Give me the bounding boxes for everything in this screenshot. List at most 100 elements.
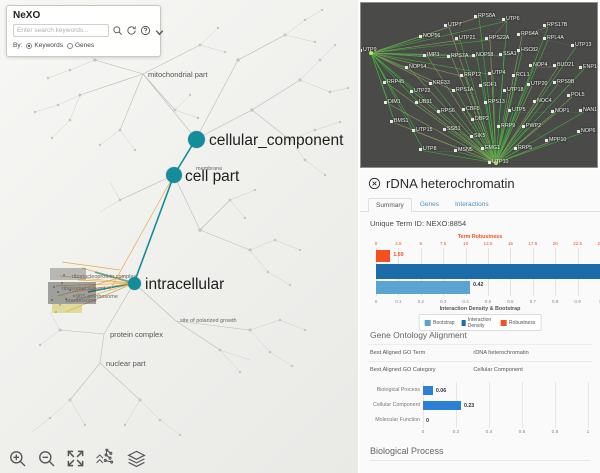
gene-node[interactable] <box>499 53 502 56</box>
gene-node[interactable] <box>503 89 506 92</box>
gene-node[interactable] <box>553 81 556 84</box>
term-detail-panel[interactable]: rDNA heterochromatin Summary Genes Inter… <box>360 170 600 473</box>
gene-node[interactable] <box>571 44 574 47</box>
search-panel[interactable]: NeXO <box>6 5 164 57</box>
tab-interactions[interactable]: Interactions <box>454 201 489 208</box>
gene-node[interactable] <box>454 149 457 152</box>
gene-node[interactable] <box>508 109 511 112</box>
gene-node[interactable] <box>567 94 570 97</box>
gene-node[interactable] <box>423 54 426 57</box>
tab-genes[interactable]: Genes <box>419 201 439 208</box>
tree-node-intracellular[interactable] <box>128 277 141 290</box>
gene-node[interactable] <box>517 33 520 36</box>
tree-node-cell-part[interactable] <box>166 167 182 183</box>
gene-node[interactable] <box>455 37 458 40</box>
gene-node[interactable] <box>577 130 580 133</box>
gene-node[interactable] <box>474 15 477 18</box>
chart-legend[interactable]: Bootstrap Interaction Density Robustness <box>418 314 542 331</box>
radio-keywords-dot[interactable] <box>26 42 33 49</box>
radio-genes[interactable]: Genes <box>66 42 94 49</box>
gene-node[interactable] <box>579 109 582 112</box>
gene-node[interactable] <box>481 147 484 150</box>
go-gridline <box>555 382 556 428</box>
legend-label-bootstrap: Bootstrap <box>433 319 455 326</box>
gene-node[interactable] <box>527 83 530 86</box>
network-hub-utp9[interactable] <box>369 51 373 55</box>
gene-node[interactable] <box>533 100 536 103</box>
gene-node[interactable] <box>447 55 450 58</box>
gene-node[interactable] <box>488 161 491 164</box>
gene-node[interactable] <box>517 49 520 52</box>
gene-node[interactable] <box>419 148 422 151</box>
robustness-tick: 7.5 <box>439 241 447 246</box>
gene-network-graph[interactable] <box>361 3 598 168</box>
gene-node[interactable] <box>419 35 422 38</box>
gene-node[interactable] <box>415 101 418 104</box>
gene-node[interactable] <box>471 118 474 121</box>
fit-to-screen-button[interactable] <box>66 449 85 468</box>
gene-node[interactable] <box>553 64 556 67</box>
gene-node[interactable] <box>529 64 532 67</box>
tree-node-cellular-component[interactable] <box>188 131 205 148</box>
tab-summary[interactable]: Summary <box>368 198 412 212</box>
gene-node[interactable] <box>579 66 582 69</box>
refresh-icon[interactable] <box>126 25 137 36</box>
gene-node[interactable] <box>543 37 546 40</box>
zoom-in-button[interactable] <box>8 449 27 468</box>
gene-node[interactable] <box>460 74 463 77</box>
gene-node[interactable] <box>410 90 413 93</box>
collapse-button[interactable] <box>95 447 117 469</box>
gene-network-panel[interactable]: UTP9 RPS8A UTP6 UTP7 RPS17B NOP56 UTP21 RPS22A R… <box>360 2 598 168</box>
gene-node[interactable] <box>462 108 465 111</box>
zoom-out-button[interactable] <box>37 449 56 468</box>
gene-node[interactable] <box>412 129 415 132</box>
legend-robustness[interactable]: Robustness <box>500 319 535 326</box>
hierarchy-tree-view[interactable]: cellular_component cell part intracellul… <box>0 0 358 473</box>
gene-node[interactable] <box>470 135 473 138</box>
search-input[interactable] <box>13 24 109 37</box>
chevron-down-icon[interactable] <box>154 27 164 36</box>
detail-tabs[interactable]: Summary Genes Interactions <box>360 193 600 212</box>
gene-node[interactable] <box>543 24 546 27</box>
gene-node[interactable] <box>484 101 487 104</box>
gene-node[interactable] <box>383 81 386 84</box>
robustness-tick: 10 <box>463 241 469 246</box>
view-toolbar[interactable] <box>0 443 358 473</box>
gene-node[interactable] <box>502 18 505 21</box>
bar-robustness <box>376 250 391 262</box>
tree-graph[interactable] <box>0 0 358 473</box>
gene-node[interactable] <box>390 120 393 123</box>
go-key-category: Best Aligned GO Category <box>370 367 436 373</box>
gene-node[interactable] <box>479 84 482 87</box>
gene-node[interactable] <box>429 82 432 85</box>
network-hub-utp10[interactable] <box>494 161 498 165</box>
gene-node[interactable] <box>443 128 446 131</box>
density-tick: 0.6 <box>507 299 514 304</box>
gene-node[interactable] <box>384 101 387 104</box>
gene-node[interactable] <box>551 110 554 113</box>
layers-button[interactable] <box>127 449 146 468</box>
gene-node[interactable] <box>485 37 488 40</box>
close-circle-icon[interactable] <box>368 177 381 190</box>
gene-node[interactable] <box>522 125 525 128</box>
gene-node[interactable] <box>488 72 491 75</box>
gene-node[interactable] <box>437 110 440 113</box>
search-row <box>13 24 164 37</box>
gene-node[interactable] <box>512 74 515 77</box>
gene-node[interactable] <box>405 66 408 69</box>
radio-genes-dot[interactable] <box>66 42 73 49</box>
radio-keywords[interactable]: Keywords <box>26 42 63 49</box>
search-icon[interactable] <box>112 25 123 36</box>
gene-node[interactable] <box>444 24 447 27</box>
gene-node[interactable] <box>497 125 500 128</box>
gene-node[interactable] <box>472 54 475 57</box>
density-tick: 0.2 <box>417 299 424 304</box>
gene-node[interactable] <box>545 139 548 142</box>
help-icon[interactable] <box>140 25 151 36</box>
density-tick: 0.9 <box>574 299 581 304</box>
legend-interaction-density[interactable]: Interaction Density <box>461 317 494 329</box>
gene-node[interactable] <box>514 147 517 150</box>
gene-node[interactable] <box>452 89 455 92</box>
legend-bootstrap[interactable]: Bootstrap <box>424 319 455 326</box>
gene-node[interactable] <box>361 49 362 52</box>
